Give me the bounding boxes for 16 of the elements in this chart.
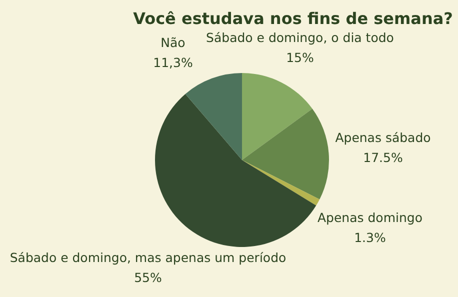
- slice-label: Sábado e domingo, o dia todo: [206, 30, 394, 45]
- data-label: 17.5%: [363, 150, 403, 165]
- pie-slice: [155, 94, 316, 247]
- chart-title: Você estudava nos fins de semana?: [133, 9, 453, 28]
- data-label: 55%: [134, 270, 162, 285]
- data-label: 1.3%: [354, 230, 386, 245]
- pie-slice: [242, 160, 320, 206]
- slice-label: Não: [160, 35, 186, 50]
- pie-slice: [242, 108, 329, 200]
- data-label: 15%: [286, 50, 314, 65]
- slice-label: Apenas sábado: [335, 130, 431, 145]
- slice-label: Sábado e domingo, mas apenas um período: [10, 250, 286, 265]
- data-label: 11,3%: [153, 55, 193, 70]
- pie-slice: [242, 73, 312, 160]
- slice-label: Apenas domingo: [318, 210, 422, 225]
- pie-slice: [185, 73, 242, 160]
